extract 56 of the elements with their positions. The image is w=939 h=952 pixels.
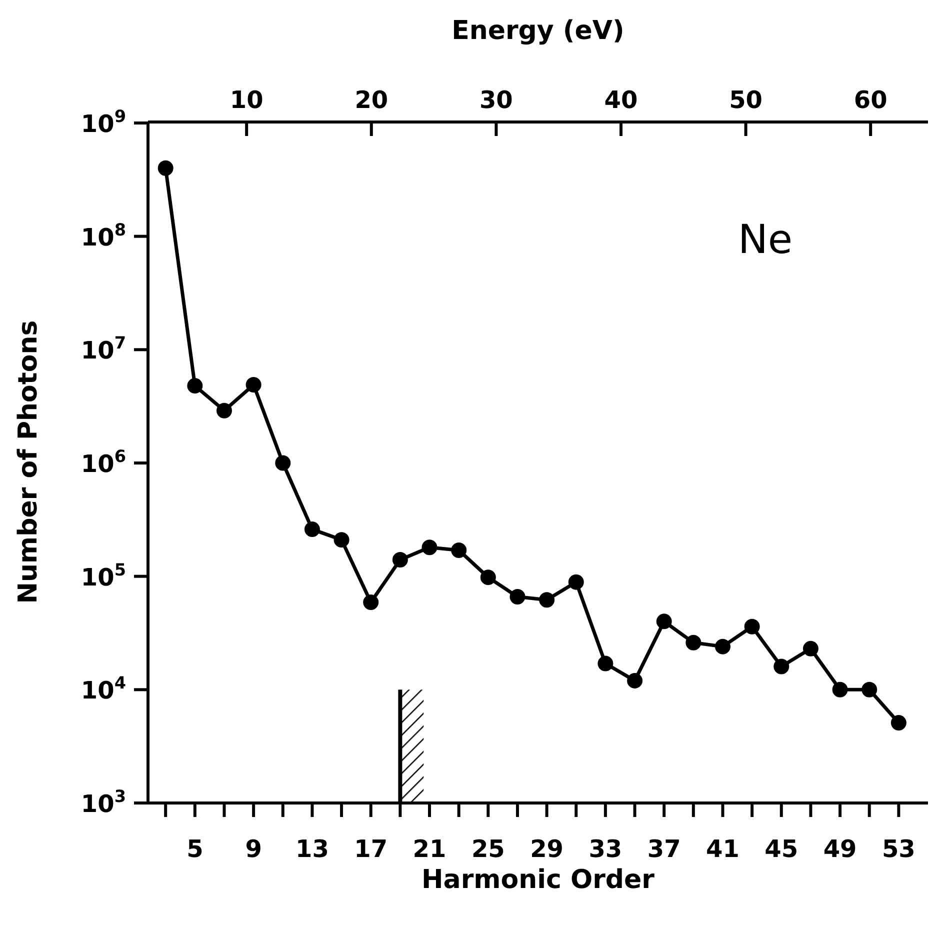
x-tick-label: 5 bbox=[186, 835, 204, 863]
x-tick-label: 33 bbox=[588, 835, 622, 863]
point bbox=[158, 160, 174, 176]
y-tick-label: 10$^{3}$ bbox=[80, 786, 126, 818]
x-tick-label: 13 bbox=[296, 835, 329, 863]
point bbox=[568, 574, 584, 590]
point bbox=[422, 540, 438, 556]
x-tick-label: 37 bbox=[647, 835, 681, 863]
point bbox=[275, 455, 291, 471]
annotation: Ne bbox=[738, 217, 793, 263]
point bbox=[862, 682, 878, 698]
y-tick-label: 10$^{7}$ bbox=[80, 332, 126, 365]
point bbox=[510, 589, 526, 605]
point bbox=[363, 594, 379, 610]
x-tick-label: 17 bbox=[354, 835, 388, 863]
point bbox=[802, 640, 818, 656]
y-tick-label: 10$^{6}$ bbox=[80, 446, 126, 478]
x-tick-label: 45 bbox=[764, 835, 798, 863]
point bbox=[890, 715, 906, 731]
point bbox=[656, 614, 672, 630]
x-tick-label: 9 bbox=[245, 835, 262, 863]
point bbox=[304, 522, 320, 538]
point bbox=[334, 532, 350, 548]
point bbox=[480, 570, 496, 586]
point bbox=[246, 377, 262, 393]
x2-tick-label: 10 bbox=[230, 86, 264, 114]
x-tick-label: 21 bbox=[412, 835, 446, 863]
y-tick-label: 10$^{9}$ bbox=[80, 106, 126, 138]
point bbox=[744, 618, 760, 634]
x-axis-title: Harmonic Order bbox=[420, 865, 656, 895]
point bbox=[451, 542, 467, 558]
y-tick-label: 10$^{5}$ bbox=[80, 559, 126, 592]
point bbox=[774, 658, 790, 674]
x2-axis-title: Energy (eV) bbox=[450, 16, 626, 46]
x-tick-label: 53 bbox=[882, 835, 916, 863]
x2-tick-label: 30 bbox=[479, 86, 513, 114]
x-tick-label: 41 bbox=[706, 835, 740, 863]
point bbox=[627, 672, 643, 688]
x-tick-label: 49 bbox=[823, 835, 857, 863]
x2-tick-label: 50 bbox=[729, 86, 762, 114]
x-tick-label: 25 bbox=[471, 835, 505, 863]
point bbox=[392, 552, 408, 568]
point bbox=[832, 682, 848, 698]
point bbox=[714, 638, 730, 654]
point bbox=[539, 592, 555, 608]
x2-tick-label: 40 bbox=[604, 86, 638, 114]
point bbox=[598, 656, 614, 672]
y-tick-label: 10$^{4}$ bbox=[80, 672, 126, 705]
x2-tick-label: 60 bbox=[854, 86, 888, 114]
point bbox=[216, 402, 232, 418]
point bbox=[187, 378, 203, 394]
x-tick-label: 29 bbox=[530, 835, 564, 863]
y-tick-label: 10$^{8}$ bbox=[80, 219, 126, 252]
point bbox=[686, 634, 702, 650]
y-axis-title: Number of Photons bbox=[13, 318, 43, 606]
x2-tick-label: 20 bbox=[354, 86, 388, 114]
